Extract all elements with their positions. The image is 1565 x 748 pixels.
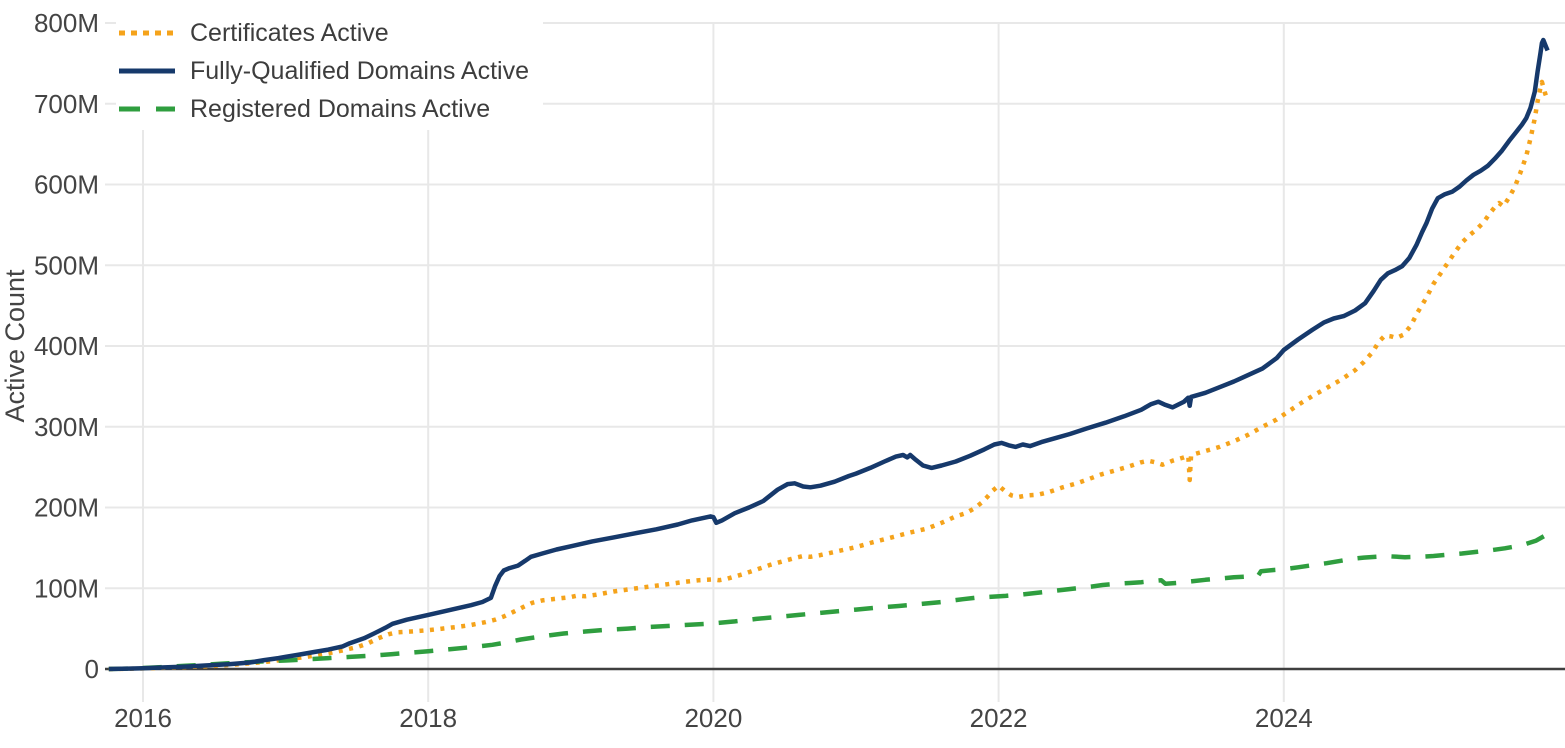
- dashed-line-swatch-icon: [119, 106, 175, 112]
- y-tick-label-100M: 100M: [34, 573, 99, 603]
- y-tick-label-0: 0: [85, 654, 99, 684]
- solid-line-swatch-icon: [119, 68, 175, 74]
- x-tick-label-2024: 2024: [1255, 703, 1313, 733]
- y-axis-title: Active Count: [0, 269, 30, 423]
- legend-item-fully-qualified-domains-active[interactable]: Fully-Qualified Domains Active: [118, 52, 529, 90]
- x-tick-label-2016: 2016: [114, 703, 172, 733]
- legend-item-registered-domains-active[interactable]: Registered Domains Active: [118, 90, 529, 128]
- series-line-certificates-active: [108, 79, 1550, 672]
- y-tick-label-200M: 200M: [34, 493, 99, 523]
- chart-legend: Certificates Active Fully-Qualified Doma…: [116, 12, 544, 130]
- dotted-line-swatch-icon: [119, 30, 175, 36]
- y-tick-label-600M: 600M: [34, 170, 99, 200]
- series-line-fully-qualified-domains-active: [108, 37, 1550, 672]
- y-tick-label-800M: 800M: [34, 8, 99, 38]
- y-tick-label-300M: 300M: [34, 412, 99, 442]
- y-tick-label-700M: 700M: [34, 89, 99, 119]
- legend-item-certificates-active[interactable]: Certificates Active: [118, 14, 529, 52]
- y-tick-label-500M: 500M: [34, 250, 99, 280]
- x-tick-label-2020: 2020: [684, 703, 742, 733]
- x-tick-label-2022: 2022: [970, 703, 1028, 733]
- x-tick-label-2018: 2018: [399, 703, 457, 733]
- legend-label-registered-domains-active: Registered Domains Active: [190, 94, 491, 123]
- legend-label-fully-qualified-domains-active: Fully-Qualified Domains Active: [190, 56, 530, 85]
- y-tick-label-400M: 400M: [34, 331, 99, 361]
- legend-label-certificates-active: Certificates Active: [190, 18, 389, 47]
- series-line-registered-domains-active: [108, 532, 1549, 672]
